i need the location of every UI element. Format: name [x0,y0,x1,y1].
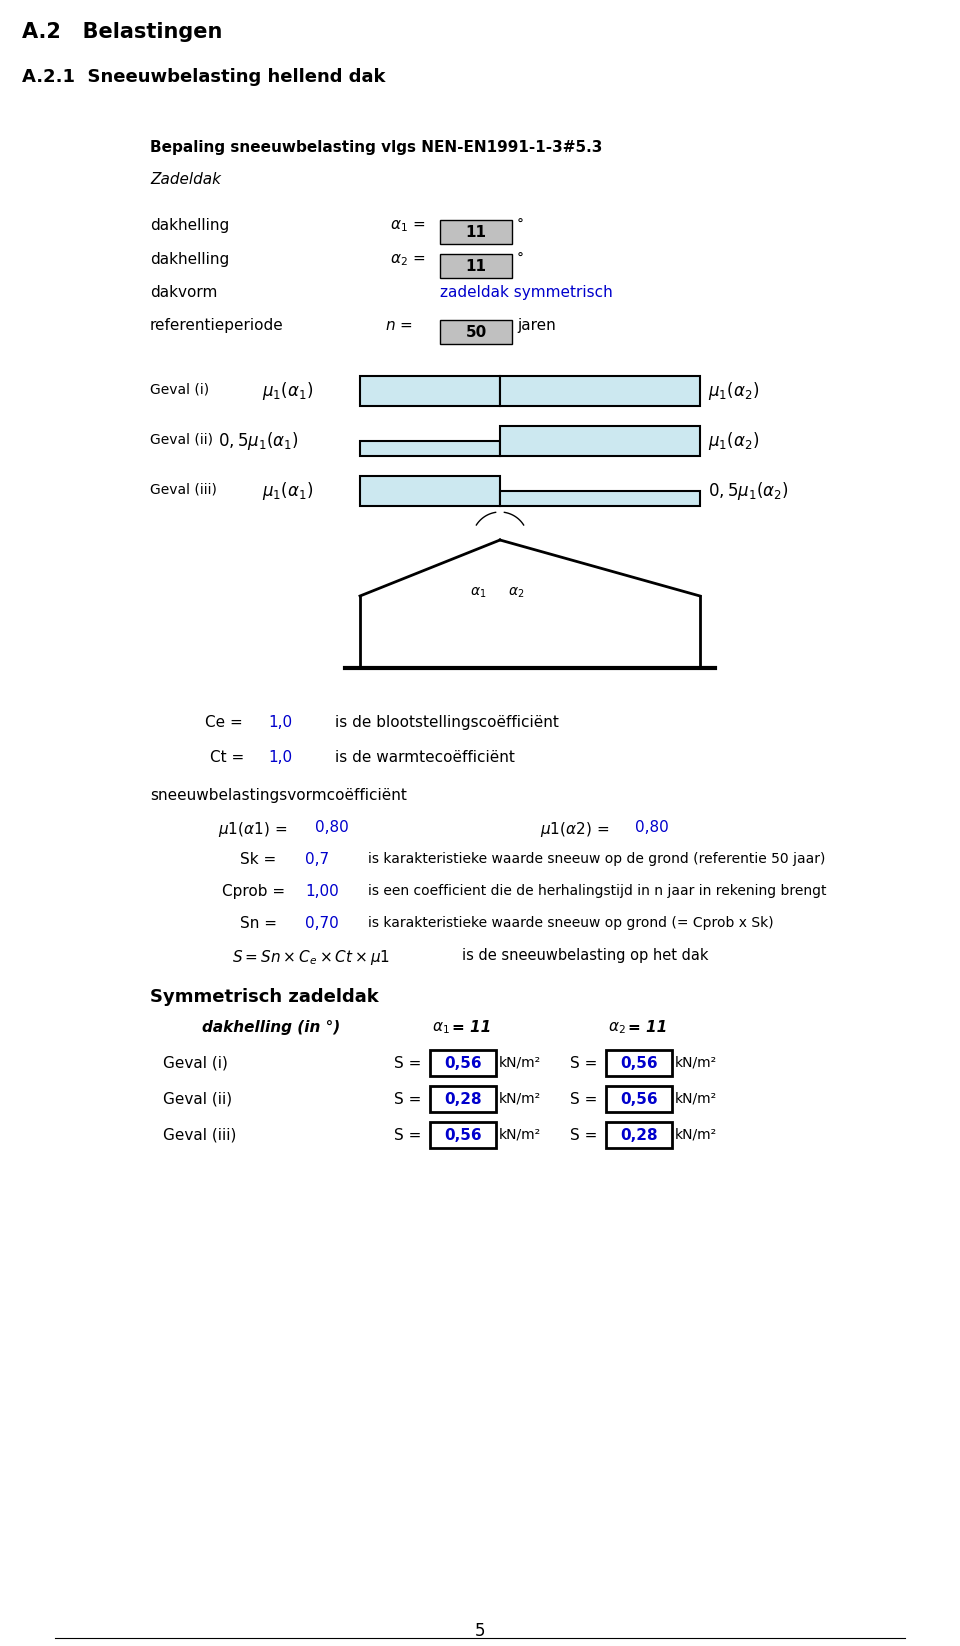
Text: is een coefficient die de herhalingstijd in n jaar in rekening brengt: is een coefficient die de herhalingstijd… [368,884,827,899]
Text: = 11: = 11 [452,1021,492,1035]
Text: kN/m²: kN/m² [675,1091,717,1106]
Text: 0,80: 0,80 [315,820,348,835]
Text: $\mu_1(\alpha_1)$: $\mu_1(\alpha_1)$ [262,481,313,502]
Text: $S = Sn \times C_e \times Ct \times \mu1$: $S = Sn \times C_e \times Ct \times \mu1… [232,948,390,966]
Text: kN/m²: kN/m² [675,1057,717,1070]
Text: Sn =: Sn = [240,917,277,932]
Text: $\mu_1(\alpha_1)$: $\mu_1(\alpha_1)$ [262,380,313,402]
Text: Cprob =: Cprob = [222,884,285,899]
FancyBboxPatch shape [440,319,512,344]
FancyBboxPatch shape [500,375,700,407]
Text: = 11: = 11 [628,1021,667,1035]
Text: $\mu$1($\alpha$1) =: $\mu$1($\alpha$1) = [218,820,287,839]
FancyBboxPatch shape [606,1123,672,1147]
Text: 11: 11 [466,258,487,273]
Text: 0,56: 0,56 [444,1055,482,1070]
Text: A.2   Belastingen: A.2 Belastingen [22,21,223,43]
FancyBboxPatch shape [360,441,500,456]
Text: S =: S = [394,1091,421,1108]
Text: Geval (i): Geval (i) [150,382,209,397]
FancyBboxPatch shape [440,253,512,278]
Text: is karakteristieke waarde sneeuw op de grond (referentie 50 jaar): is karakteristieke waarde sneeuw op de g… [368,853,826,866]
Text: Geval (i): Geval (i) [163,1057,228,1072]
Text: dakhelling: dakhelling [150,217,229,234]
Text: 0,56: 0,56 [620,1055,658,1070]
Text: Geval (iii): Geval (iii) [150,482,217,495]
Text: $0,5\mu_1(\alpha_1)$: $0,5\mu_1(\alpha_1)$ [218,430,299,453]
Text: °: ° [517,252,524,267]
Text: $\mu$1($\alpha$2) =: $\mu$1($\alpha$2) = [540,820,610,839]
Text: S =: S = [394,1128,421,1142]
Text: Sk =: Sk = [240,853,276,867]
Text: 0,28: 0,28 [620,1128,658,1142]
Text: A.2.1  Sneeuwbelasting hellend dak: A.2.1 Sneeuwbelasting hellend dak [22,67,386,86]
FancyBboxPatch shape [500,491,700,505]
FancyBboxPatch shape [360,476,500,505]
Text: 5: 5 [475,1621,485,1639]
Text: kN/m²: kN/m² [499,1091,541,1106]
Text: dakvorm: dakvorm [150,285,217,300]
Text: $\alpha_1$: $\alpha_1$ [432,1021,450,1035]
Text: 1,00: 1,00 [305,884,339,899]
Text: 0,28: 0,28 [444,1091,482,1106]
Text: kN/m²: kN/m² [675,1128,717,1142]
Text: 50: 50 [466,324,487,339]
Text: $0,5\mu_1(\alpha_2)$: $0,5\mu_1(\alpha_2)$ [708,481,788,502]
Text: $\mu_1(\alpha_2)$: $\mu_1(\alpha_2)$ [708,380,759,402]
Text: 0,70: 0,70 [305,917,339,932]
Text: Ct =: Ct = [210,751,244,765]
Text: Geval (ii): Geval (ii) [150,431,213,446]
Text: $\mu_1(\alpha_2)$: $\mu_1(\alpha_2)$ [708,430,759,453]
FancyBboxPatch shape [606,1086,672,1113]
Text: Bepaling sneeuwbelasting vlgs NEN-EN1991-1-3#5.3: Bepaling sneeuwbelasting vlgs NEN-EN1991… [150,140,602,155]
Text: S =: S = [570,1057,597,1072]
Text: Geval (ii): Geval (ii) [163,1091,232,1108]
Text: kN/m²: kN/m² [499,1057,541,1070]
Text: is karakteristieke waarde sneeuw op grond (= Cprob x Sk): is karakteristieke waarde sneeuw op gron… [368,917,774,930]
Text: is de warmtecoëfficiënt: is de warmtecoëfficiënt [335,751,515,765]
Text: referentieperiode: referentieperiode [150,318,284,332]
Text: 1,0: 1,0 [268,751,292,765]
Text: $\alpha_2$ =: $\alpha_2$ = [390,252,425,268]
Text: 11: 11 [466,224,487,240]
FancyBboxPatch shape [606,1050,672,1076]
Text: 0,7: 0,7 [305,853,329,867]
Text: kN/m²: kN/m² [499,1128,541,1142]
Text: 1,0: 1,0 [268,714,292,729]
Text: $\alpha_1$: $\alpha_1$ [469,586,486,601]
Text: is de sneeuwbelasting op het dak: is de sneeuwbelasting op het dak [462,948,708,963]
Text: $\alpha_2$: $\alpha_2$ [508,586,524,601]
Text: dakhelling (in °): dakhelling (in °) [202,1021,340,1035]
Text: Symmetrisch zadeldak: Symmetrisch zadeldak [150,988,379,1006]
Text: S =: S = [570,1128,597,1142]
Text: Zadeldak: Zadeldak [150,171,221,188]
Text: zadeldak symmetrisch: zadeldak symmetrisch [440,285,612,300]
FancyBboxPatch shape [430,1086,496,1113]
Text: °: ° [517,217,524,232]
Text: S =: S = [570,1091,597,1108]
Text: 0,80: 0,80 [635,820,669,835]
Text: Geval (iii): Geval (iii) [163,1128,236,1142]
Text: dakhelling: dakhelling [150,252,229,267]
Text: S =: S = [394,1057,421,1072]
FancyBboxPatch shape [360,375,500,407]
FancyBboxPatch shape [430,1123,496,1147]
Text: $\alpha_1$ =: $\alpha_1$ = [390,217,425,234]
Text: Ce =: Ce = [205,714,243,729]
Text: $n$ =: $n$ = [385,318,413,332]
Text: 0,56: 0,56 [444,1128,482,1142]
FancyBboxPatch shape [440,221,512,244]
Text: jaren: jaren [517,318,556,332]
Text: $\alpha_2$: $\alpha_2$ [608,1021,626,1035]
Text: is de blootstellingscoëfficiënt: is de blootstellingscoëfficiënt [335,714,559,729]
Text: sneeuwbelastingsvormcoëfficiënt: sneeuwbelastingsvormcoëfficiënt [150,788,407,803]
FancyBboxPatch shape [500,426,700,456]
FancyBboxPatch shape [430,1050,496,1076]
Text: 0,56: 0,56 [620,1091,658,1106]
